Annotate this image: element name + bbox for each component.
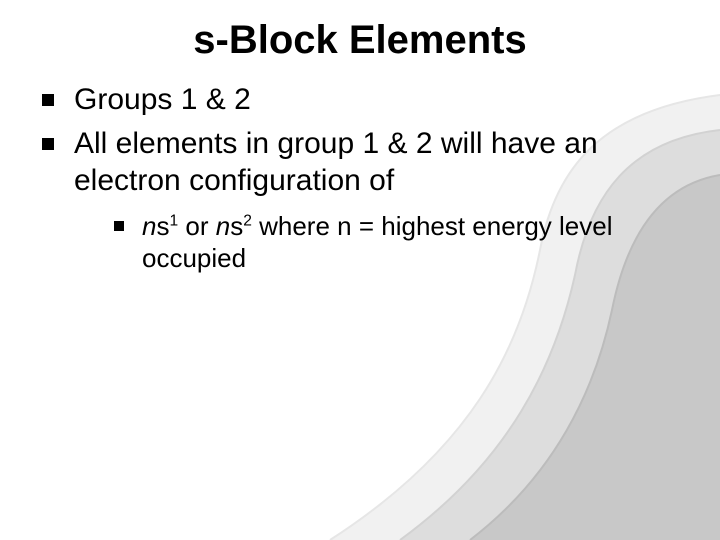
- bullet-text: ns1 or ns2 where n = highest energy leve…: [142, 211, 613, 274]
- slide-title: s-Block Elements: [0, 0, 720, 81]
- bullet-list-level1: Groups 1 & 2 All elements in group 1 & 2…: [0, 81, 720, 275]
- list-item: Groups 1 & 2: [36, 81, 680, 119]
- bullet-text: All elements in group 1 & 2 will have an…: [74, 127, 598, 198]
- bullet-list-level2: ns1 or ns2 where n = highest energy leve…: [74, 210, 680, 275]
- slide: s-Block Elements Groups 1 & 2 All elemen…: [0, 0, 720, 540]
- list-item: All elements in group 1 & 2 will have an…: [36, 125, 680, 275]
- slide-content: s-Block Elements Groups 1 & 2 All elemen…: [0, 0, 720, 275]
- list-item: ns1 or ns2 where n = highest energy leve…: [110, 210, 680, 275]
- bullet-text: Groups 1 & 2: [74, 83, 251, 116]
